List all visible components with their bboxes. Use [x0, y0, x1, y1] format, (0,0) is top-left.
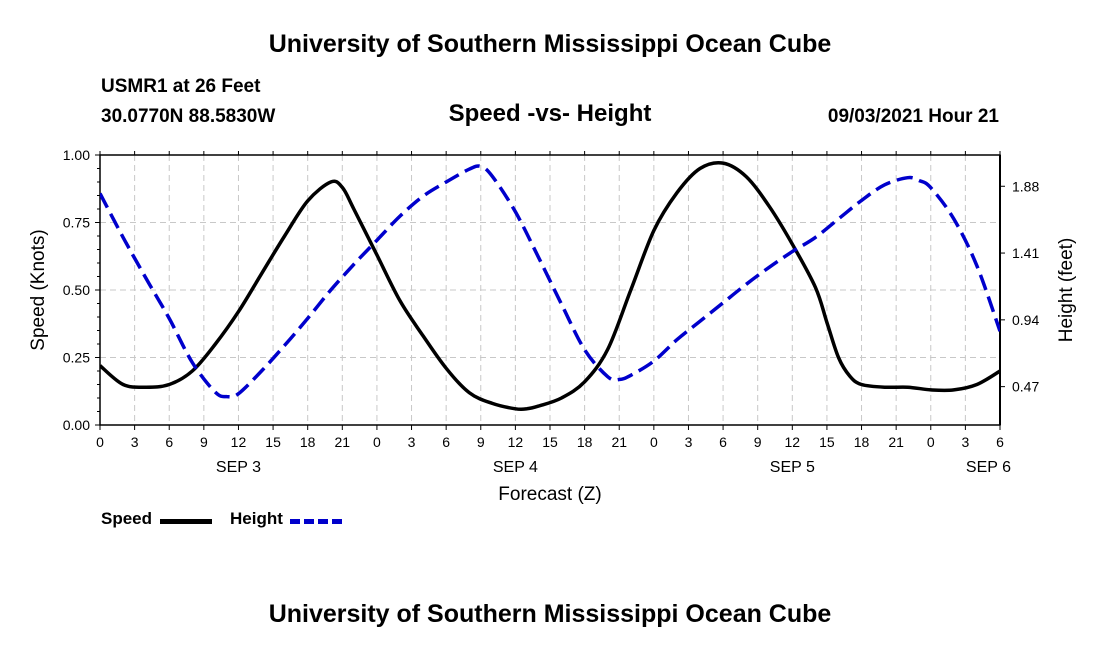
y-right-tick-label: 1.88	[1012, 178, 1039, 194]
x-tick-label: 12	[785, 434, 801, 450]
series-line-speed	[100, 160, 1000, 412]
legend-height-swatch	[290, 519, 342, 524]
x-tick-label: 21	[611, 434, 627, 450]
top-title: University of Southern Mississippi Ocean…	[268, 30, 832, 58]
x-tick-label: 21	[335, 434, 351, 450]
x-tick-label: 9	[477, 434, 485, 450]
x-tick-label: 12	[231, 434, 247, 450]
y-tick-label: 1.00	[63, 147, 90, 163]
x-tick-label: 0	[373, 434, 381, 450]
x-axis-label: Forecast (Z)	[498, 484, 601, 505]
y-tick-label: 0.75	[63, 215, 90, 231]
legend-height-label: Height	[230, 509, 283, 528]
y-right-tick-label: 1.41	[1012, 245, 1039, 261]
x-tick-label: 9	[200, 434, 208, 450]
x-tick-label: 9	[754, 434, 762, 450]
legend-speed-swatch	[160, 519, 212, 524]
x-tick-label: 0	[927, 434, 935, 450]
y-axis-right-label: Height (feet)	[1056, 238, 1077, 343]
day-label: SEP 6	[966, 459, 1011, 476]
y-right-tick-label: 0.94	[1012, 312, 1039, 328]
x-tick-label: 0	[650, 434, 658, 450]
day-label: SEP 4	[493, 459, 538, 476]
legend-speed-label: Speed	[101, 509, 153, 528]
x-tick-label: 3	[408, 434, 416, 450]
y-axis-label: Speed (Knots)	[28, 229, 49, 350]
x-tick-label: 6	[996, 434, 1004, 450]
x-tick-label: 3	[131, 434, 139, 450]
x-tick-label: 21	[888, 434, 904, 450]
x-tick-label: 15	[265, 434, 281, 450]
timestamp-label: 09/03/2021 Hour 21	[827, 106, 999, 127]
y-tick-label: 0.50	[63, 282, 90, 298]
chart-title: Speed -vs- Height	[448, 100, 652, 127]
x-tick-label: 6	[165, 434, 173, 450]
bottom-title: University of Southern Mississippi Ocean…	[268, 600, 832, 628]
x-tick-label: 3	[961, 434, 969, 450]
x-tick-label: 6	[719, 434, 727, 450]
x-tick-label: 0	[96, 434, 104, 450]
day-label: SEP 5	[770, 459, 815, 476]
x-tick-label: 18	[854, 434, 870, 450]
y-tick-label: 0.00	[63, 417, 90, 433]
series-line-height	[100, 164, 1000, 399]
x-tick-label: 12	[508, 434, 524, 450]
y-tick-label: 0.25	[63, 350, 90, 366]
x-tick-label: 18	[300, 434, 316, 450]
coordinates-label: 30.0770N 88.5830W	[101, 106, 276, 127]
station-label: USMR1 at 26 Feet	[101, 76, 261, 97]
x-tick-label: 18	[577, 434, 593, 450]
x-tick-label: 3	[685, 434, 693, 450]
x-tick-label: 15	[542, 434, 558, 450]
x-tick-label: 15	[819, 434, 835, 450]
y-right-tick-label: 0.47	[1012, 379, 1039, 395]
day-label: SEP 3	[216, 459, 261, 476]
x-tick-label: 6	[442, 434, 450, 450]
